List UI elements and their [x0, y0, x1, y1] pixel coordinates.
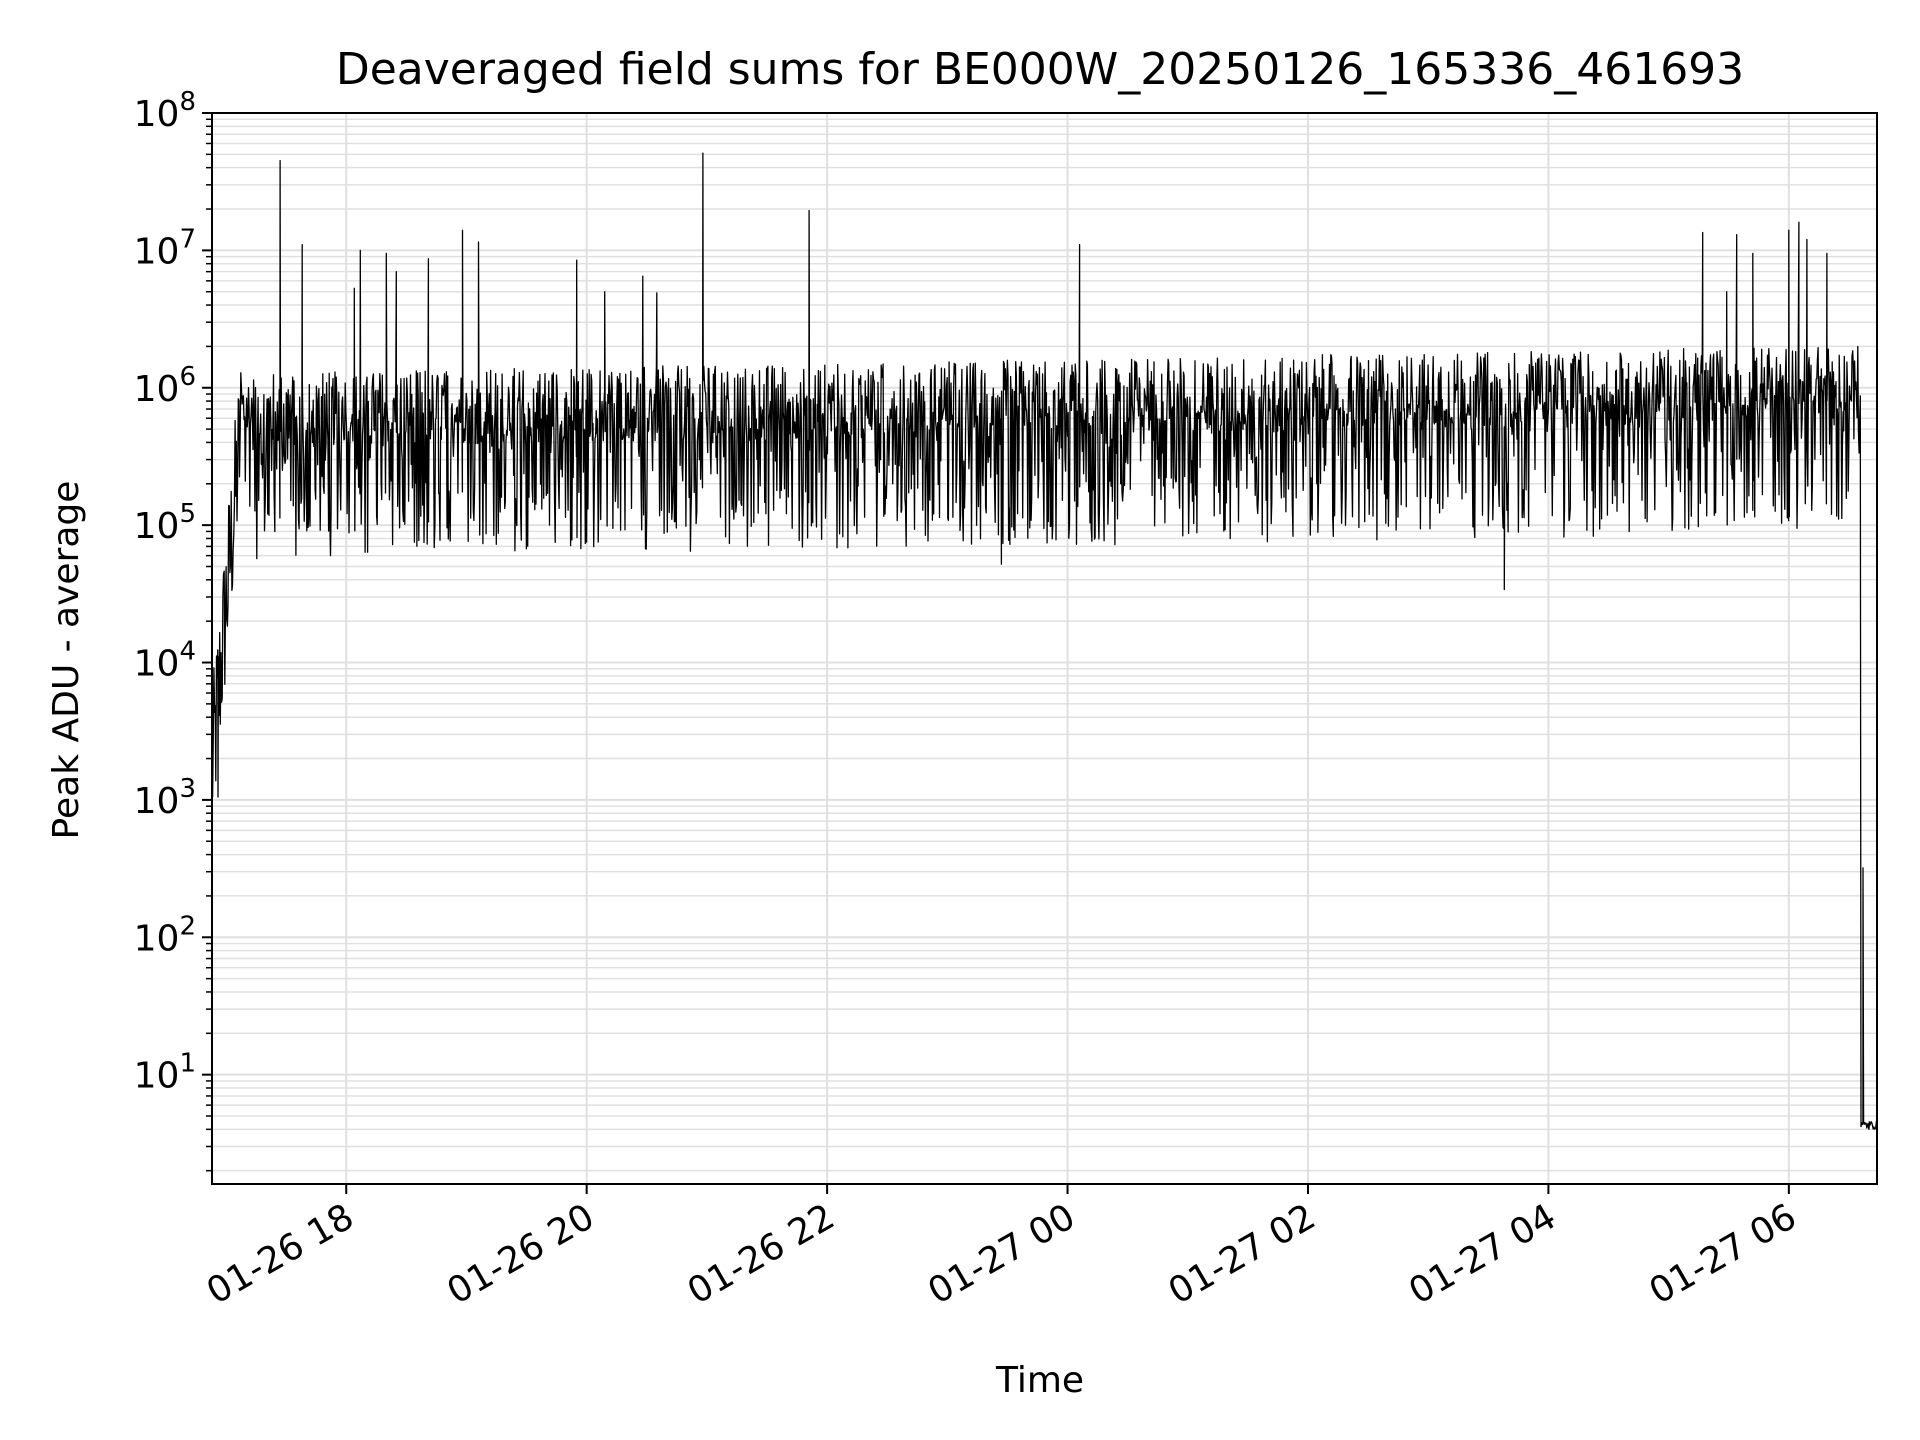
chart-title: Deaveraged field sums for BE000W_2025012…: [336, 44, 1744, 95]
y-tick-label: 102: [134, 911, 196, 959]
y-axis-label: Peak ADU - average: [46, 481, 87, 840]
series-line: [211, 152, 1878, 1130]
x-axis-label: Time: [995, 1360, 1084, 1401]
series-group: [211, 152, 1878, 1130]
plot-frame: [211, 112, 1878, 1185]
y-tick-label: 103: [134, 774, 196, 822]
